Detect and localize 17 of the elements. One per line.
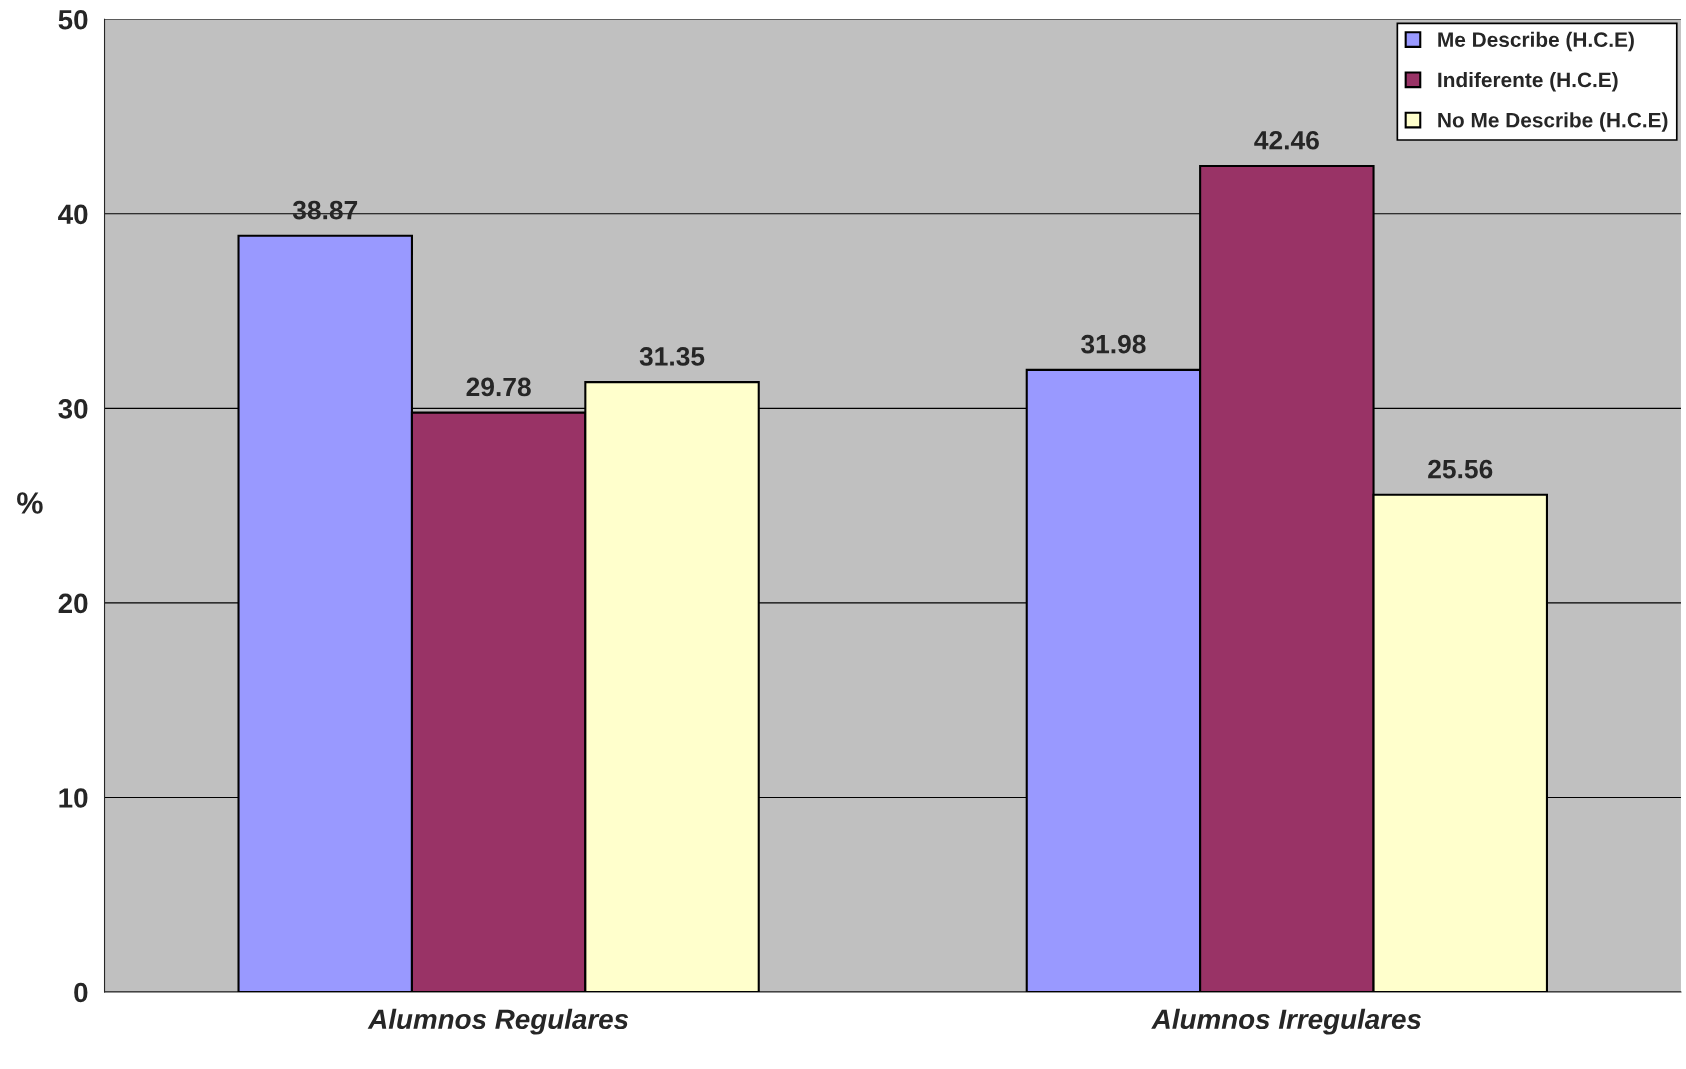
y-tick-label: 0 (74, 982, 88, 1003)
x-tick-label: Alumnos Regulares (367, 1008, 629, 1035)
legend-label: Indiferente (H.C.E) (1438, 72, 1618, 92)
y-tick-label: 40 (58, 204, 88, 225)
y-tick-label: 10 (59, 788, 88, 808)
legend-label: No Me Describe (H.C.E) (1438, 112, 1668, 132)
data-label: 42.46 (1254, 130, 1319, 150)
y-tick-label: 50 (58, 9, 88, 30)
x-tick-label: Alumnos Irregulares (1151, 1008, 1421, 1035)
legend-label: Me Describe (H.C.E) (1438, 31, 1634, 52)
data-label: 31.98 (1081, 334, 1146, 354)
data-label: 29.78 (466, 377, 531, 397)
y-axis-title: % (17, 492, 43, 514)
y-tick-label: 20 (58, 593, 88, 614)
data-label: 31.35 (639, 347, 705, 366)
data-label: 25.56 (1428, 459, 1493, 479)
y-tick-label: 30 (58, 399, 88, 419)
